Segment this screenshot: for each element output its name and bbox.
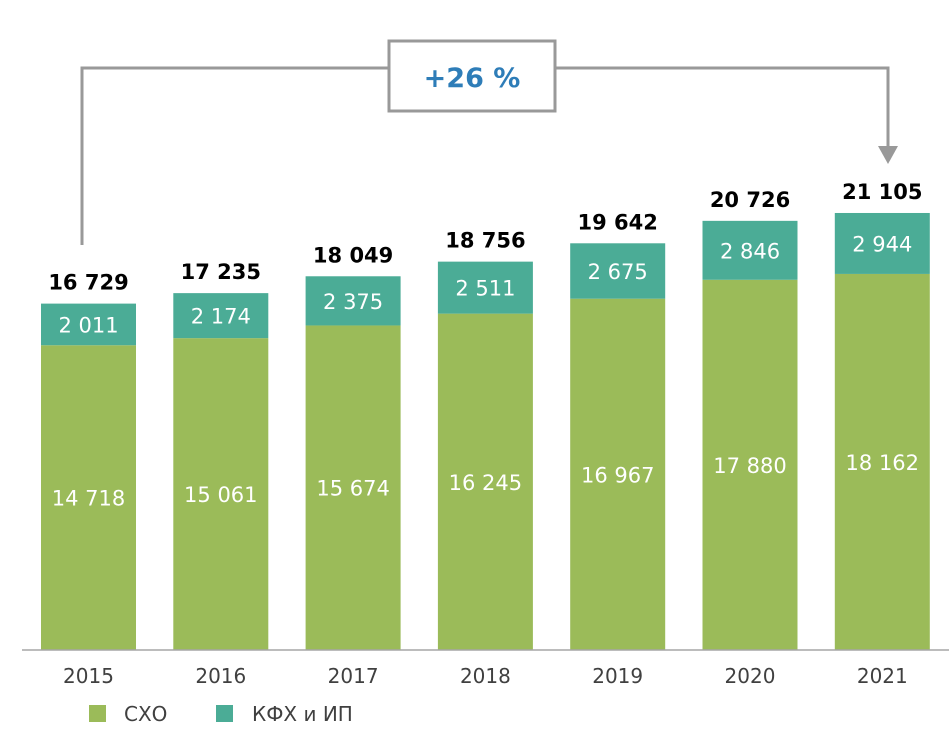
total-label-2019: 19 642	[578, 210, 658, 234]
data-label-kfh-2017: 2 375	[323, 290, 383, 314]
bar-kfh-2019	[570, 243, 666, 299]
bar-kfh-2016	[173, 293, 269, 339]
growth-label: +26 %	[424, 63, 521, 94]
legend-swatch-kfh	[216, 705, 233, 722]
data-label-sxo-2020: 17 880	[713, 454, 786, 478]
total-label-2020: 20 726	[710, 188, 790, 212]
data-label-sxo-2016: 15 061	[184, 483, 257, 507]
data-label-sxo-2017: 15 674	[316, 477, 389, 501]
bar-sxo-2017	[305, 325, 401, 650]
total-label-2016: 17 235	[181, 260, 261, 284]
bar-sxo-2016	[173, 338, 269, 650]
total-label-2017: 18 049	[313, 243, 393, 267]
bar-kfh-2018	[437, 261, 533, 314]
data-label-kfh-2021: 2 944	[852, 232, 912, 256]
bar-sxo-2019	[570, 298, 666, 650]
bar-kfh-2021	[834, 212, 930, 274]
bar-kfh-2017	[305, 276, 401, 326]
x-tick-2017: 2017	[328, 664, 379, 688]
growth-bracket-line	[80, 66, 388, 245]
arrow-down-icon	[878, 146, 898, 164]
bar-sxo-2021	[834, 273, 930, 650]
bar-kfh-2020	[702, 220, 798, 280]
data-label-kfh-2018: 2 511	[455, 277, 515, 301]
x-tick-2018: 2018	[460, 664, 511, 688]
bar-sxo-2018	[437, 313, 533, 650]
legend-swatch-sxo	[89, 705, 106, 722]
data-label-sxo-2015: 14 718	[52, 487, 125, 511]
bar-sxo-2015	[41, 345, 136, 650]
growth-box	[387, 39, 557, 113]
x-tick-2019: 2019	[592, 664, 643, 688]
data-label-kfh-2019: 2 675	[588, 260, 648, 284]
legend-label-kfh: КФХ и ИП	[252, 702, 353, 726]
x-tick-2015: 2015	[63, 664, 114, 688]
data-label-kfh-2020: 2 846	[720, 239, 780, 263]
data-label-kfh-2016: 2 174	[191, 305, 251, 329]
x-tick-labels: 2015 2016 2017 2018 2019 2020 2021	[63, 664, 908, 688]
growth-annotation: +26 %	[80, 39, 898, 245]
data-label-sxo-2021: 18 162	[846, 451, 919, 475]
bars-group: 14 718 2 011 16 729 15 061 2 174 17 235 15 674…	[41, 180, 930, 650]
total-label-2015: 16 729	[48, 271, 128, 295]
legend-label-sxo: СХО	[124, 702, 167, 726]
legend: СХО КФХ и ИП	[89, 702, 353, 726]
total-label-2021: 21 105	[842, 180, 922, 204]
x-tick-2021: 2021	[857, 664, 908, 688]
data-label-sxo-2019: 16 967	[581, 463, 654, 487]
growth-bracket-line-right	[556, 66, 890, 150]
data-label-kfh-2015: 2 011	[58, 313, 118, 337]
x-tick-2016: 2016	[195, 664, 246, 688]
bar-sxo-2020	[702, 279, 798, 650]
x-tick-2020: 2020	[725, 664, 776, 688]
data-label-sxo-2018: 16 245	[449, 471, 522, 495]
bar-kfh-2015	[41, 303, 136, 346]
total-label-2018: 18 756	[445, 229, 525, 253]
